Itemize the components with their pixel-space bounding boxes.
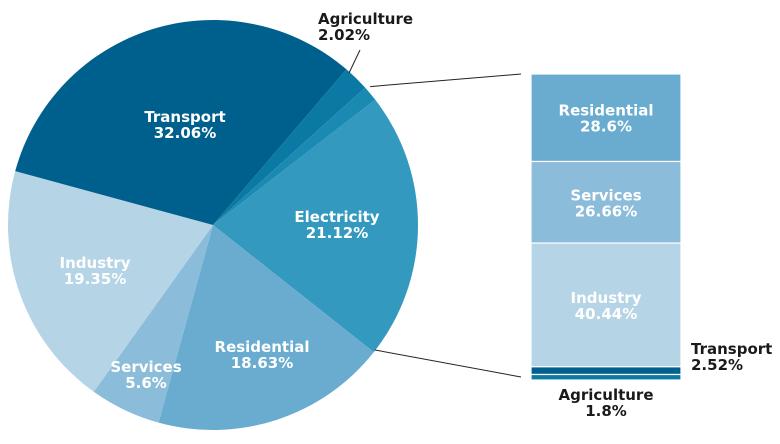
slice-label-residential: Residential 18.63%: [215, 338, 310, 372]
slice-label-electricity: Electricity 21.12%: [294, 208, 379, 242]
connector-lines: [348, 49, 522, 378]
bar-label-industry: Industry 40.44%: [571, 289, 642, 323]
connector-line-bottom: [374, 349, 522, 378]
bar-segment-residential: [530, 73, 682, 163]
pie-slice-other: [213, 87, 376, 225]
slice-label-industry: Industry 19.35%: [60, 254, 131, 288]
bar-segment-transport: [530, 366, 682, 376]
bar-label-agriculture: Agriculture 1.8%: [558, 386, 653, 420]
bar-segment-industry: [530, 242, 682, 368]
labels: Electricity 21.12% Residential 18.63% Servic…: [60, 10, 773, 420]
pie-slice-industry: [8, 171, 214, 392]
bar-segment-agriculture: [530, 373, 682, 381]
connector-line-top: [370, 73, 522, 88]
slice-label-services: Services 5.6%: [110, 358, 181, 392]
pie-slice-transport: [15, 19, 347, 226]
bar-segment-services: [530, 160, 682, 244]
pie-slice-agriculture: [213, 69, 366, 226]
slice-label-transport: Transport 32.06%: [144, 108, 225, 142]
agriculture-leader-line: [348, 49, 361, 74]
pie-slice-residential: [158, 225, 374, 430]
bar-label-services: Services 26.66%: [570, 186, 641, 220]
pie-chart: [8, 19, 418, 430]
stacked-bar: [530, 73, 682, 381]
bar-label-residential: Residential 28.6%: [559, 102, 654, 136]
pie-slice-electricity: [213, 99, 418, 353]
pie-slice-services: [93, 225, 213, 423]
bar-label-transport: Transport 2.52%: [691, 340, 772, 374]
slice-label-agriculture: Agriculture 2.02%: [318, 10, 413, 44]
